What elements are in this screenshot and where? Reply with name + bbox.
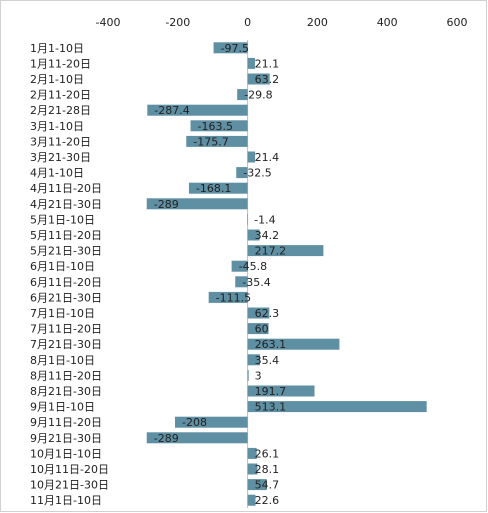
value-label: -208 <box>182 416 207 429</box>
bar <box>235 276 248 288</box>
y-tick-label: 3月11-20日 <box>30 135 91 148</box>
bar <box>190 120 248 132</box>
value-label: 217.2 <box>255 245 287 258</box>
bar <box>247 479 267 491</box>
y-tick-label: 7月11日-20日 <box>30 323 102 336</box>
value-label: -32.5 <box>243 167 271 180</box>
y-tick-label: 6月1日-10日 <box>30 260 95 273</box>
bar <box>247 57 255 69</box>
bar <box>146 198 248 210</box>
bar <box>247 385 315 397</box>
bar <box>247 307 270 319</box>
y-tick-label: 3月1-10日 <box>30 120 84 133</box>
x-tick-label: 600 <box>447 16 468 29</box>
value-label: -289 <box>154 198 179 211</box>
value-label: 263.1 <box>255 338 287 351</box>
value-label: -289 <box>154 432 179 445</box>
y-tick-label: 10月21日-30日 <box>30 479 109 492</box>
y-tick-label: 7月1日-10日 <box>30 307 95 320</box>
y-tick-label: 8月1日-10日 <box>30 354 95 367</box>
bar <box>247 369 249 381</box>
bar <box>247 447 257 459</box>
bar <box>231 260 248 272</box>
value-label: 34.2 <box>255 229 280 242</box>
y-tick-label: 1月1-10日 <box>30 42 84 55</box>
value-label: 28.1 <box>255 463 280 476</box>
bar <box>208 291 248 303</box>
value-label: -287.4 <box>154 104 189 117</box>
x-tick-label: 0 <box>244 16 251 29</box>
bar <box>247 463 258 475</box>
value-label: -1.4 <box>254 213 275 226</box>
value-label: -29.8 <box>244 89 272 102</box>
bar <box>247 245 324 257</box>
bar <box>186 135 248 147</box>
value-label: 21.1 <box>255 57 280 70</box>
value-label: 60 <box>255 323 269 336</box>
value-label: 63.2 <box>255 73 280 86</box>
y-tick-label: 5月11日-20日 <box>30 229 102 242</box>
value-label: 62.3 <box>255 307 280 320</box>
y-tick-label: 7月21日-30日 <box>30 338 102 351</box>
y-tick-label: 1月11-20日 <box>30 57 91 70</box>
y-tick-label: 2月1-10日 <box>30 73 84 86</box>
bar <box>147 104 248 116</box>
y-tick-label: 9月11日-20日 <box>30 416 102 429</box>
value-label: 26.1 <box>255 447 280 460</box>
x-tick-label: -400 <box>96 16 121 29</box>
value-label: 3 <box>255 369 262 382</box>
y-tick-label: 10月1日-10日 <box>30 447 102 460</box>
y-tick-label: 8月11日-20日 <box>30 369 102 382</box>
y-tick-label: 8月21日-30日 <box>30 385 102 398</box>
bar <box>146 432 248 444</box>
bar <box>247 354 260 366</box>
bar <box>247 151 256 163</box>
y-tick-label: 6月21日-30日 <box>30 291 102 304</box>
y-tick-label: 3月21-30日 <box>30 151 91 164</box>
value-label: -111.5 <box>216 291 251 304</box>
value-label: -45.8 <box>239 260 267 273</box>
y-tick-label: 9月1日-10日 <box>30 401 95 414</box>
y-tick-label: 5月21日-30日 <box>30 245 102 258</box>
bar <box>247 401 427 413</box>
y-tick-label: 4月21日-30日 <box>30 198 102 211</box>
bar <box>237 89 248 101</box>
bar <box>247 338 340 350</box>
y-tick-label: 11月1日-10日 <box>30 494 102 507</box>
y-tick-label: 4月1-10日 <box>30 167 84 180</box>
value-label: 35.4 <box>255 354 280 367</box>
y-tick-label: 4月11日-20日 <box>30 182 102 195</box>
bar <box>236 167 248 179</box>
bar <box>247 229 260 241</box>
bar <box>175 416 248 428</box>
x-tick-label: -200 <box>165 16 190 29</box>
bar <box>247 494 256 506</box>
value-label: 21.4 <box>255 151 280 164</box>
x-tick-label: 200 <box>307 16 328 29</box>
value-label: 54.7 <box>255 479 280 492</box>
bar <box>188 182 248 194</box>
y-tick-label: 10月11日-20日 <box>30 463 109 476</box>
x-tick-label: 400 <box>377 16 398 29</box>
y-tick-label: 2月11-20日 <box>30 89 91 102</box>
value-label: 191.7 <box>255 385 287 398</box>
value-label: -97.5 <box>221 42 249 55</box>
value-label: -35.4 <box>242 276 270 289</box>
bar <box>247 73 270 85</box>
bar <box>213 42 248 54</box>
y-tick-label: 6月11日-20日 <box>30 276 102 289</box>
value-label: -163.5 <box>198 120 233 133</box>
y-tick-label: 9月21日-30日 <box>30 432 102 445</box>
value-label: 22.6 <box>255 494 280 507</box>
bar <box>247 323 269 335</box>
value-label: -168.1 <box>196 182 231 195</box>
y-tick-label: 5月1日-10日 <box>30 213 95 226</box>
value-label: -175.7 <box>193 135 228 148</box>
value-label: 513.1 <box>255 401 287 414</box>
y-tick-label: 2月21-28日 <box>30 104 91 117</box>
